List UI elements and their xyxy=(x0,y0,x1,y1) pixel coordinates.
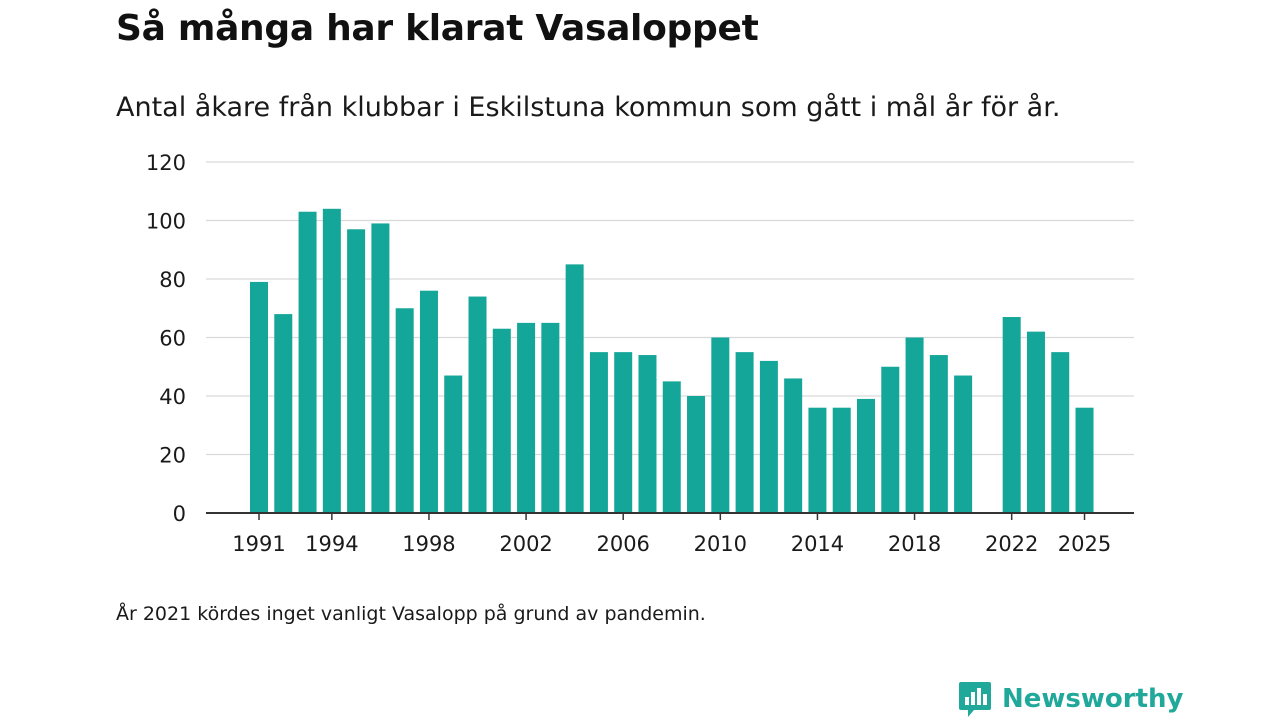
bar-2004[interactable] xyxy=(565,264,584,513)
bar-2010[interactable] xyxy=(711,337,730,514)
y-tick-label: 20 xyxy=(159,444,186,468)
bar-1995[interactable] xyxy=(347,229,366,513)
x-tick-label: 2002 xyxy=(499,532,552,556)
bar-2019[interactable] xyxy=(929,355,948,513)
bar-2024[interactable] xyxy=(1051,352,1070,513)
bar-2001[interactable] xyxy=(492,328,511,513)
newsworthy-logo-icon xyxy=(959,682,991,717)
bar-1999[interactable] xyxy=(444,375,463,513)
bar-2006[interactable] xyxy=(614,352,633,513)
x-tick-label: 2022 xyxy=(985,532,1038,556)
bar-2009[interactable] xyxy=(687,396,706,513)
bar-2012[interactable] xyxy=(759,360,778,513)
bar-2005[interactable] xyxy=(589,352,608,513)
bars xyxy=(250,208,1094,514)
x-tick-label: 1991 xyxy=(232,532,285,556)
chart-title: Så många har klarat Vasaloppet xyxy=(116,8,759,49)
chart-subtitle: Antal åkare från klubbar i Eskilstuna ko… xyxy=(116,92,1061,123)
bar-2007[interactable] xyxy=(638,355,657,513)
x-tick-label: 2025 xyxy=(1058,532,1111,556)
bar-1993[interactable] xyxy=(298,211,317,513)
bar-1996[interactable] xyxy=(371,223,390,514)
bar-2017[interactable] xyxy=(881,366,900,513)
y-tick-label: 120 xyxy=(146,151,186,175)
y-axis-ticks: 0 20 40 60 80 100 120 xyxy=(146,151,186,526)
x-tick-label: 2014 xyxy=(791,532,844,556)
y-tick-label: 80 xyxy=(159,268,186,292)
bar-2016[interactable] xyxy=(857,398,875,513)
bar-2002[interactable] xyxy=(517,322,536,513)
brand-logo[interactable]: Newsworthy xyxy=(958,680,1183,718)
bar-1991[interactable] xyxy=(250,281,268,513)
bar-1998[interactable] xyxy=(419,290,438,513)
bar-2008[interactable] xyxy=(662,381,681,513)
x-tick-label: 1994 xyxy=(305,532,358,556)
bar-2013[interactable] xyxy=(784,378,803,513)
bar-2014[interactable] xyxy=(808,407,827,513)
x-tick-label: 2018 xyxy=(888,532,941,556)
bar-2023[interactable] xyxy=(1026,331,1045,513)
footnote: År 2021 kördes inget vanligt Vasalopp på… xyxy=(116,603,706,625)
y-tick-label: 40 xyxy=(159,385,186,409)
x-tick-label: 2010 xyxy=(694,532,747,556)
bar-2022[interactable] xyxy=(1002,317,1021,513)
x-tick-label: 2006 xyxy=(596,532,649,556)
bar-1994[interactable] xyxy=(322,208,341,514)
y-tick-label: 60 xyxy=(159,327,186,351)
x-tick-label: 1998 xyxy=(402,532,455,556)
bar-chart: 0 20 40 60 80 100 120 1991 1994 1998 2002 2006 2010… xyxy=(146,151,1134,556)
y-tick-label: 0 xyxy=(173,502,186,526)
brand-name: Newsworthy xyxy=(1002,684,1184,714)
x-axis-ticks: 1991 1994 1998 2002 2006 2010 2014 2018 2022 2025 xyxy=(232,513,1111,556)
bar-2018[interactable] xyxy=(905,337,924,514)
bar-2015[interactable] xyxy=(832,407,851,513)
bar-2011[interactable] xyxy=(735,352,754,513)
bar-1992[interactable] xyxy=(274,314,293,513)
bar-2003[interactable] xyxy=(541,322,560,513)
bar-1997[interactable] xyxy=(395,308,414,513)
bar-2025[interactable] xyxy=(1075,407,1094,513)
bar-2000[interactable] xyxy=(468,296,487,513)
y-tick-label: 100 xyxy=(146,210,186,234)
bar-2020[interactable] xyxy=(954,375,973,513)
